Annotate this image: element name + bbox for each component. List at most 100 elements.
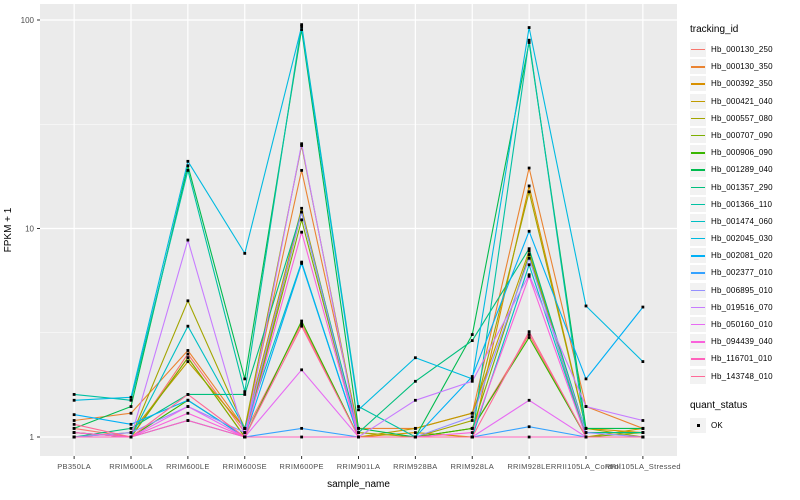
legend-item-label: Hb_000707_090: [711, 130, 773, 140]
legend-item-label: Hb_094439_040: [711, 337, 773, 347]
x-axis-title: sample_name: [327, 479, 390, 490]
data-point: [413, 431, 417, 434]
data-point: [470, 435, 474, 439]
series-color-swatch: [691, 238, 705, 240]
data-point: [357, 435, 360, 439]
legend-item-label: Hb_019516_070: [711, 302, 773, 312]
legend-item-label: Hb_002081_020: [711, 251, 773, 261]
data-point: [129, 405, 133, 408]
data-point: [470, 419, 474, 422]
data-point: [300, 368, 304, 372]
legend-item: Hb_002377_010: [690, 265, 798, 281]
legend-item-label: Hb_143748_010: [711, 371, 773, 381]
legend-item: Hb_006895_010: [690, 282, 798, 298]
legend-item: Hb_000392_350: [690, 76, 798, 92]
series-color-swatch: [691, 289, 705, 292]
series-color-swatch: [691, 186, 705, 188]
data-point: [641, 419, 645, 422]
legend-title-tracking-id: tracking_id: [690, 24, 739, 35]
data-point: [357, 431, 360, 434]
data-point: [357, 405, 360, 408]
legend-item-label: Hb_000557_080: [711, 113, 773, 123]
series-color-swatch: [691, 220, 705, 223]
series-color-swatch: [691, 358, 705, 360]
data-point: [72, 398, 76, 402]
data-point: [243, 435, 247, 439]
data-point: [527, 253, 531, 256]
legend-key-line-icon: [690, 179, 706, 195]
data-point: [72, 413, 76, 417]
series-color-swatch: [691, 49, 705, 51]
data-point: [527, 330, 531, 334]
series-color-swatch: [691, 134, 705, 137]
data-point: [300, 210, 304, 214]
data-point: [527, 247, 531, 251]
x-tick-label: RRIM600PE: [279, 462, 323, 471]
data-point: [186, 419, 190, 422]
legend-item-label: OK: [711, 420, 723, 430]
data-point: [641, 360, 645, 363]
legend-item-label: Hb_001357_290: [711, 182, 773, 192]
data-point: [129, 426, 133, 430]
data-point: [300, 168, 304, 172]
data-point: [300, 28, 304, 31]
data-point: [186, 238, 190, 242]
data-point: [527, 184, 531, 188]
series-color-swatch: [691, 203, 705, 206]
data-point: [186, 352, 190, 356]
data-point: [527, 249, 531, 253]
data-point: [470, 431, 474, 434]
data-point: [527, 274, 531, 278]
data-point: [243, 393, 247, 396]
data-point: [186, 405, 190, 408]
series-color-swatch: [691, 272, 705, 274]
data-point: [129, 431, 133, 434]
data-point: [527, 26, 531, 29]
legend-item-label: Hb_002045_030: [711, 234, 773, 244]
data-point: [527, 435, 531, 439]
data-point: [300, 322, 304, 325]
data-point: [129, 395, 133, 399]
data-point: [300, 435, 304, 439]
data-point: [186, 411, 190, 415]
data-point: [72, 435, 76, 439]
data-point: [413, 379, 417, 383]
legend-key-line-icon: [690, 76, 706, 92]
data-point: [186, 356, 190, 360]
legend-key-line-icon: [690, 351, 706, 367]
y-tick-label: 100: [21, 16, 35, 25]
legend-item: Hb_116701_010: [690, 351, 798, 367]
series-color-swatch: [691, 66, 705, 68]
data-point: [527, 425, 531, 429]
legend-item: Hb_001289_040: [690, 162, 798, 178]
data-point: [300, 142, 304, 146]
x-tick-label: RRIM928LE: [507, 462, 551, 471]
legend-title-quant-status: quant_status: [690, 399, 748, 411]
data-point: [527, 41, 531, 44]
data-point: [186, 360, 190, 363]
legend-key-line-icon: [690, 162, 706, 178]
legend-item-label: Hb_006895_010: [711, 285, 773, 295]
series-color-swatch: [691, 375, 705, 377]
legend-item-label: Hb_116701_010: [711, 354, 773, 364]
data-point: [641, 426, 645, 430]
data-point: [470, 375, 474, 378]
series-color-swatch: [691, 83, 705, 85]
legend-item: Hb_001474_060: [690, 213, 798, 229]
data-point: [584, 304, 588, 308]
legend-item-label: Hb_001366_110: [711, 199, 773, 209]
series-color-swatch: [691, 169, 705, 171]
data-point: [243, 426, 247, 430]
legend-key-line-icon: [690, 368, 706, 384]
legend-key-line-icon: [690, 231, 706, 247]
data-point: [470, 415, 474, 419]
series-color-swatch: [691, 341, 705, 343]
data-point: [527, 336, 531, 339]
legend-item: Hb_019516_070: [690, 299, 798, 315]
data-point: [300, 25, 304, 28]
x-tick-label: RRIM600LE: [166, 462, 210, 471]
legend-item: Hb_001357_290: [690, 179, 798, 195]
data-point: [584, 405, 588, 408]
